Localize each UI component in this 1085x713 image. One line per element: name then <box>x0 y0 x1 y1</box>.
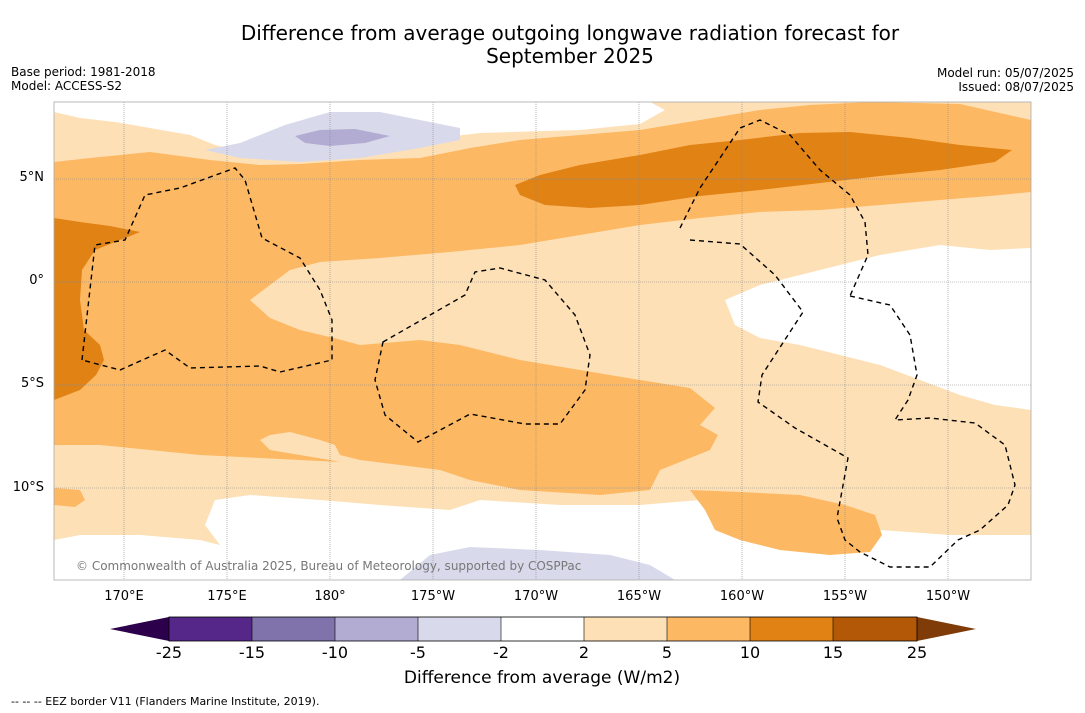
colorbar-swatch-9 <box>833 617 917 641</box>
colorbar-tick-label: 25 <box>906 643 928 662</box>
colorbar-tick-label: 5 <box>661 643 673 662</box>
colorbar-arrow-high <box>917 617 976 641</box>
colorbar <box>110 616 976 642</box>
lat-label-5n: 5°N <box>19 170 45 185</box>
colorbar-tick-label: -10 <box>321 643 349 662</box>
lon-label-170w: 170°W <box>513 589 559 604</box>
eez-border-east-line <box>689 239 849 519</box>
lon-label-160w: 160°W <box>719 589 765 604</box>
colorbar-swatch-3 <box>335 617 418 641</box>
lon-label-170e: 170°E <box>104 589 144 604</box>
lon-label-180: 180° <box>314 589 346 604</box>
eez-border-southeast <box>836 295 1016 568</box>
colorbar-outline <box>168 616 918 642</box>
lat-label-10s: 10°S <box>12 480 44 495</box>
fill-weak-negative-south <box>400 547 675 580</box>
eez-borders <box>81 119 1016 568</box>
contour-fills <box>54 102 1031 580</box>
meta-left: Base period: 1981-2018 Model: ACCESS-S2 <box>11 65 156 93</box>
eez-border-west <box>81 167 333 373</box>
eez-legend-note: -- -- -- EEZ border V11 (Flanders Marine… <box>11 695 320 708</box>
plot-frame <box>53 101 1032 581</box>
lon-label-175e: 175°E <box>207 589 247 604</box>
colorbar-tick-label: 15 <box>822 643 844 662</box>
fill-5-to-10-south <box>690 490 882 555</box>
eez-border-central <box>374 267 591 443</box>
lat-label-5s: 5°S <box>20 376 44 391</box>
colorbar-tick-label: -2 <box>493 643 509 662</box>
lon-label-150w: 150°W <box>925 589 971 604</box>
colorbar-swatch-8 <box>750 617 833 641</box>
colorbar-tick-label: -5 <box>410 643 426 662</box>
fill-neutral-east <box>725 245 1031 410</box>
model-name: Model: ACCESS-S2 <box>11 79 123 93</box>
chart-title: Difference from average outgoing longwav… <box>0 22 1085 68</box>
fill-10-to-15-west <box>54 218 140 400</box>
fill-negative-core-north <box>295 129 390 146</box>
lon-label-175w: 175°W <box>410 589 456 604</box>
base-period: Base period: 1981-2018 <box>11 65 156 79</box>
colorbar-tick-label: 10 <box>739 643 761 662</box>
copyright-credit: © Commonwealth of Australia 2025, Bureau… <box>76 559 582 573</box>
colorbar-title: Difference from average (W/m2) <box>403 668 681 688</box>
title-line-2: September 2025 <box>486 44 654 68</box>
colorbar-swatch-4 <box>418 617 501 641</box>
colorbar-swatch-5 <box>501 617 584 641</box>
colorbar-swatch-2 <box>252 617 335 641</box>
lon-label-155w: 155°W <box>822 589 868 604</box>
fill-5-to-10-north <box>54 102 1031 495</box>
issued-date: Issued: 08/07/2025 <box>958 80 1074 94</box>
colorbar-tick-label: 2 <box>578 643 590 662</box>
model-run: Model run: 05/07/2025 <box>936 66 1074 80</box>
title-line-1: Difference from average outgoing longwav… <box>240 21 900 45</box>
meta-right: Model run: 05/07/2025 Issued: 08/07/2025 <box>937 66 1074 94</box>
colorbar-arrow-low <box>110 617 169 641</box>
lon-label-165w: 165°W <box>616 589 662 604</box>
colorbar-tick-label: -15 <box>238 643 266 662</box>
colorbar-swatch-1 <box>169 617 252 641</box>
colorbar-swatch-6 <box>584 617 667 641</box>
colorbar-tick-label: -25 <box>155 643 183 662</box>
colorbar-swatch-7 <box>667 617 750 641</box>
lat-label-0: 0° <box>29 273 44 288</box>
grid <box>54 102 1031 580</box>
fill-5-to-10-southwest <box>54 488 85 507</box>
